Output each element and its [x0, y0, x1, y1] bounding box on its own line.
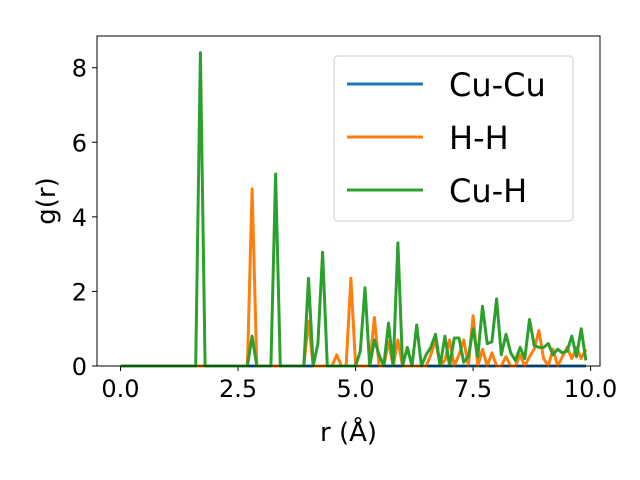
legend-label-cu-h: Cu-H	[449, 172, 527, 210]
tick-layer: 0.0 2.5 5.0 7.5 10.0 0 2 4 6 8	[72, 55, 618, 403]
y-tick-label: 2	[72, 278, 87, 306]
y-tick-label: 4	[72, 204, 87, 232]
x-tick-label: 2.5	[219, 375, 257, 403]
axes-frame	[96, 35, 601, 367]
legend-items: Cu-Cu H-H Cu-H	[347, 66, 546, 210]
x-tick-label: 10.0	[564, 375, 617, 403]
y-tick-label: 6	[72, 129, 87, 157]
x-axis-label: r (Å)	[320, 416, 377, 448]
x-tick-label: 5.0	[336, 375, 374, 403]
y-tick-label: 0	[72, 353, 87, 381]
legend-label-cu-cu: Cu-Cu	[449, 66, 546, 104]
legend: Cu-Cu H-H Cu-H	[333, 55, 574, 222]
y-axis-label: g(r)	[32, 177, 62, 224]
x-tick-label: 0.0	[101, 375, 139, 403]
legend-label-h-h: H-H	[449, 119, 509, 157]
series-line-cu-h	[120, 51, 588, 368]
x-tick-label: 7.5	[454, 375, 492, 403]
y-tick-label: 8	[72, 55, 87, 83]
legend-box	[333, 55, 574, 222]
